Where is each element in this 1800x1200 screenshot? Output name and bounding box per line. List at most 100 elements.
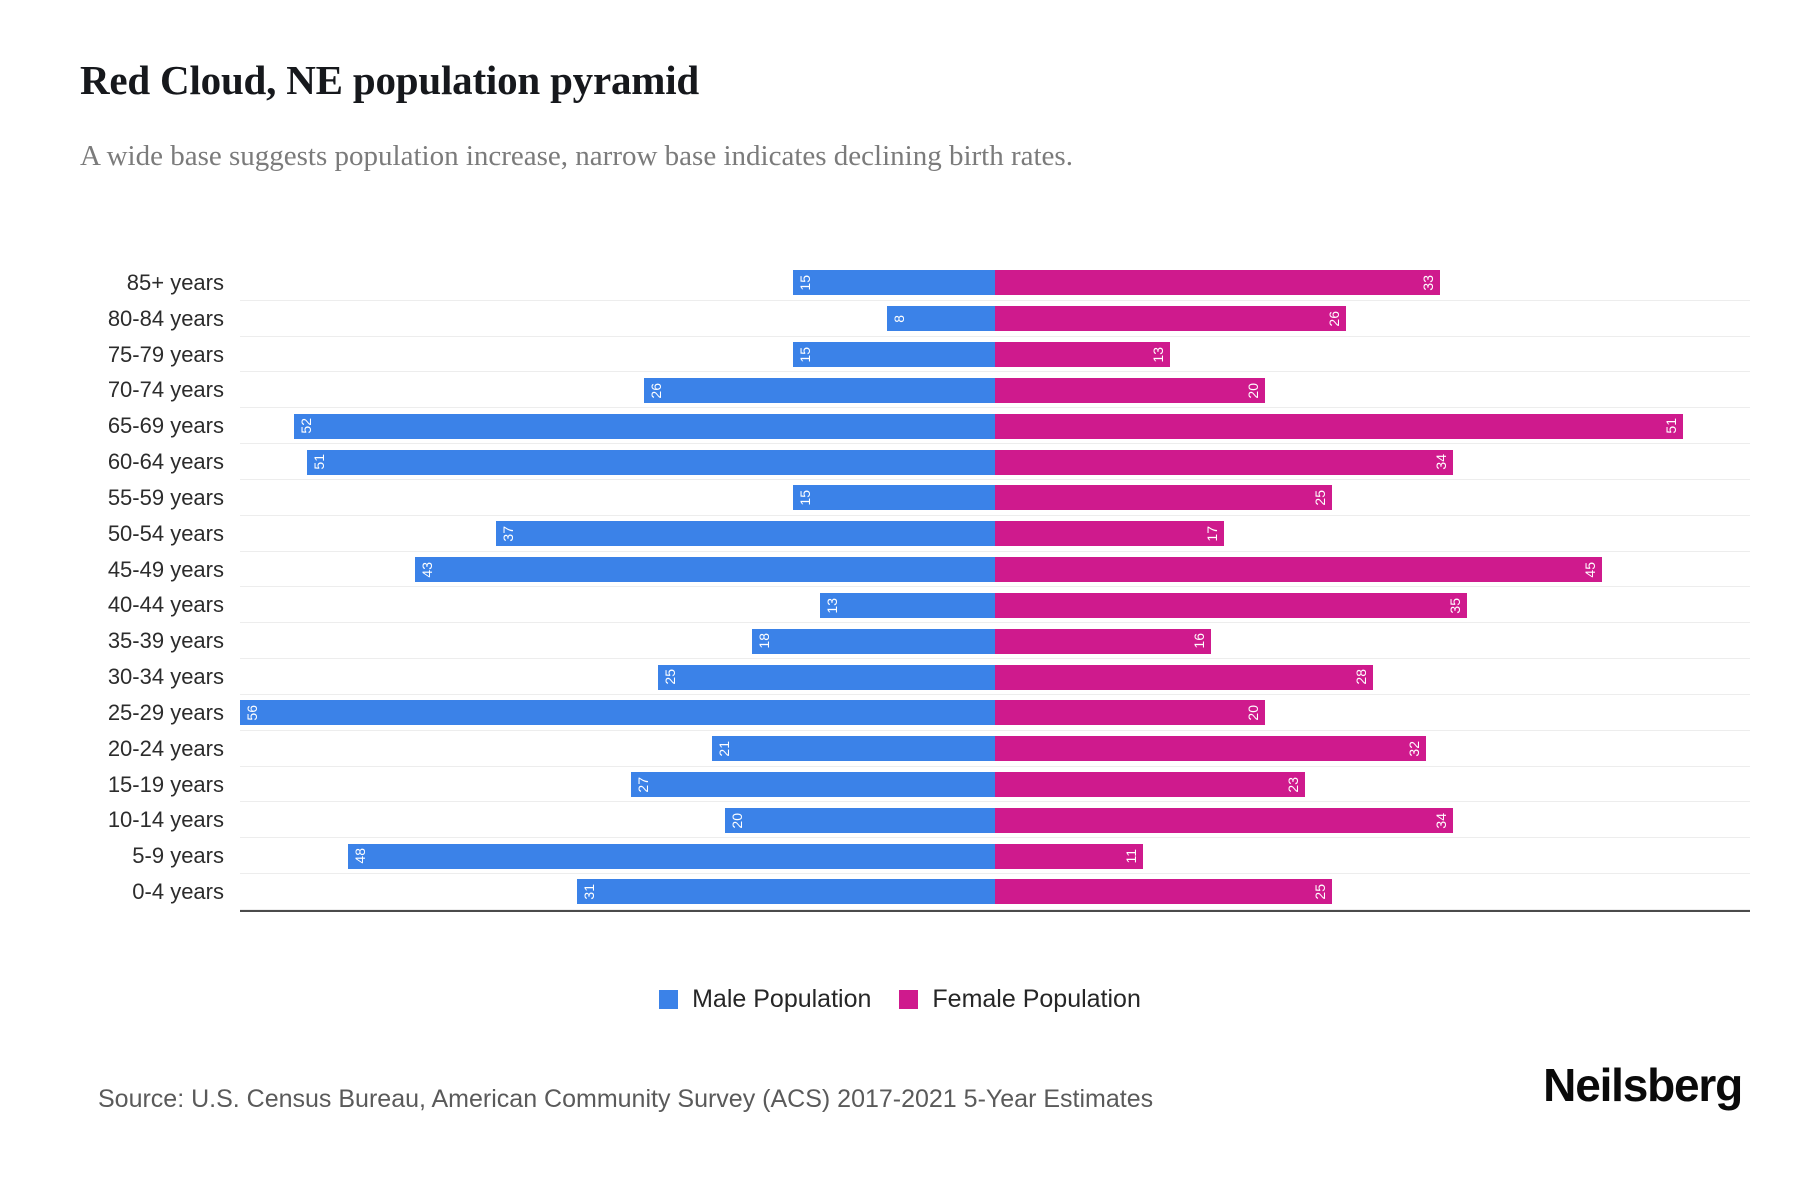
male-half: 26 xyxy=(240,372,995,408)
gridline xyxy=(240,407,1750,409)
x-axis-baseline xyxy=(240,910,1750,912)
plot-area: 85+ years 15 33 80-84 years 8 26 75-79 years 15… xyxy=(108,265,1750,910)
gridline xyxy=(240,873,1750,875)
male-bar-value: 15 xyxy=(796,490,813,506)
female-bar-value: 16 xyxy=(1190,633,1207,649)
female-bar[interactable]: 11 xyxy=(995,843,1144,869)
pyramid-row: 55-59 years 15 25 xyxy=(108,480,1750,516)
male-half: 51 xyxy=(240,444,995,480)
male-bar[interactable]: 27 xyxy=(630,772,995,797)
female-half: 33 xyxy=(995,265,1750,301)
male-bar[interactable]: 15 xyxy=(792,485,995,511)
gridline xyxy=(240,478,1750,480)
female-bar[interactable]: 16 xyxy=(995,628,1211,654)
female-half: 16 xyxy=(995,623,1750,659)
male-bar-value: 56 xyxy=(244,705,260,721)
male-bar[interactable]: 37 xyxy=(496,521,995,547)
male-bar[interactable]: 25 xyxy=(657,664,995,690)
legend-label: Female Population xyxy=(932,985,1141,1013)
female-bar[interactable]: 23 xyxy=(995,772,1306,797)
female-half: 35 xyxy=(995,587,1750,623)
female-bar-value: 13 xyxy=(1150,346,1167,363)
male-bar-value: 15 xyxy=(796,275,813,291)
female-half: 13 xyxy=(995,337,1750,373)
female-bar[interactable]: 35 xyxy=(995,592,1467,618)
female-bar[interactable]: 45 xyxy=(995,557,1602,583)
row-bars: 26 20 xyxy=(240,372,1750,408)
row-bars: 15 13 xyxy=(240,337,1750,373)
male-bar[interactable]: 18 xyxy=(752,628,995,654)
female-bar[interactable]: 13 xyxy=(995,342,1171,368)
legend-item[interactable]: Male Population xyxy=(659,985,871,1014)
y-axis-label: 30-34 years xyxy=(107,664,224,690)
female-bar[interactable]: 17 xyxy=(995,521,1225,547)
row-bars: 13 35 xyxy=(240,587,1750,623)
male-bar-value: 31 xyxy=(581,884,598,900)
legend-square-icon xyxy=(899,990,919,1009)
male-half: 37 xyxy=(240,516,995,552)
row-bars: 31 25 xyxy=(240,874,1750,910)
male-half: 48 xyxy=(240,838,995,874)
gridline xyxy=(240,550,1750,552)
female-bar[interactable]: 34 xyxy=(995,807,1454,833)
female-half: 51 xyxy=(995,408,1750,444)
row-bars: 21 32 xyxy=(240,731,1750,767)
female-bar[interactable]: 32 xyxy=(995,736,1427,762)
pyramid-row: 80-84 years 8 26 xyxy=(108,301,1750,337)
female-bar[interactable]: 34 xyxy=(995,449,1454,475)
female-bar-value: 20 xyxy=(1244,705,1261,721)
female-bar[interactable]: 25 xyxy=(995,879,1333,905)
pyramid-row: 40-44 years 13 35 xyxy=(108,587,1750,624)
female-bar-value: 34 xyxy=(1433,454,1450,470)
male-bar[interactable]: 51 xyxy=(307,449,995,475)
female-bar[interactable]: 20 xyxy=(995,377,1265,403)
gridline xyxy=(240,443,1750,445)
male-bar[interactable]: 48 xyxy=(347,843,995,869)
female-bar[interactable]: 33 xyxy=(995,270,1440,296)
pyramid-row: 75-79 years 15 13 xyxy=(108,337,1750,373)
male-bar[interactable]: 52 xyxy=(293,413,995,439)
male-half: 27 xyxy=(240,767,995,803)
female-half: 17 xyxy=(995,516,1750,552)
female-bar[interactable]: 26 xyxy=(995,306,1346,332)
female-bar[interactable]: 28 xyxy=(995,664,1373,690)
gridline xyxy=(240,908,1750,910)
male-bar-value: 21 xyxy=(715,740,732,757)
male-bar[interactable]: 8 xyxy=(887,306,995,332)
bar-rows: 85+ years 15 33 80-84 years 8 26 75-79 years 15… xyxy=(108,265,1750,910)
y-axis-label: 5-9 years xyxy=(132,843,224,869)
male-bar[interactable]: 15 xyxy=(792,342,995,368)
pyramid-row: 70-74 years 26 20 xyxy=(108,372,1750,409)
female-bar-value: 23 xyxy=(1285,776,1302,793)
y-axis-label: 75-79 years xyxy=(107,341,224,367)
row-bars: 15 25 xyxy=(240,480,1750,516)
legend-item[interactable]: Female Population xyxy=(899,985,1141,1014)
pyramid-row: 65-69 years 52 51 xyxy=(108,408,1750,445)
male-bar[interactable]: 21 xyxy=(711,736,995,762)
male-bar[interactable]: 43 xyxy=(415,557,995,583)
y-axis-label: 15-19 years xyxy=(107,771,224,797)
male-half: 15 xyxy=(240,265,995,301)
female-bar[interactable]: 51 xyxy=(995,413,1683,439)
female-bar[interactable]: 25 xyxy=(995,485,1333,511)
male-bar[interactable]: 26 xyxy=(644,377,995,403)
female-bar-value: 35 xyxy=(1446,597,1463,614)
pyramid-row: 45-49 years 43 45 xyxy=(108,552,1750,588)
male-bar[interactable]: 13 xyxy=(819,592,995,618)
pyramid-row: 30-34 years 25 28 xyxy=(108,659,1750,695)
pyramid-row: 0-4 years 31 25 xyxy=(132,874,1750,910)
female-bar-value: 32 xyxy=(1406,740,1423,757)
male-bar[interactable]: 15 xyxy=(792,270,995,296)
female-half: 26 xyxy=(995,301,1750,337)
male-bar[interactable]: 56 xyxy=(240,700,995,726)
pyramid-row: 60-64 years 51 34 xyxy=(108,444,1750,480)
pyramid-row: 25-29 years 56 20 xyxy=(108,695,1750,731)
gridline xyxy=(240,299,1750,301)
y-axis-label: 50-54 years xyxy=(107,520,224,546)
male-bar[interactable]: 20 xyxy=(725,807,995,833)
male-half: 52 xyxy=(240,408,995,444)
female-bar[interactable]: 20 xyxy=(995,700,1265,726)
male-half: 56 xyxy=(240,695,995,731)
male-bar[interactable]: 31 xyxy=(577,879,995,905)
